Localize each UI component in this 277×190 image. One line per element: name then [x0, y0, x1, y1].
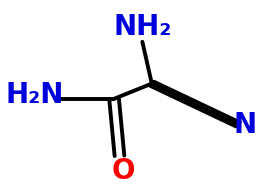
Text: H₂N: H₂N: [6, 81, 64, 109]
Text: N: N: [233, 111, 256, 139]
Text: O: O: [112, 157, 135, 185]
Text: NH₂: NH₂: [113, 13, 171, 41]
